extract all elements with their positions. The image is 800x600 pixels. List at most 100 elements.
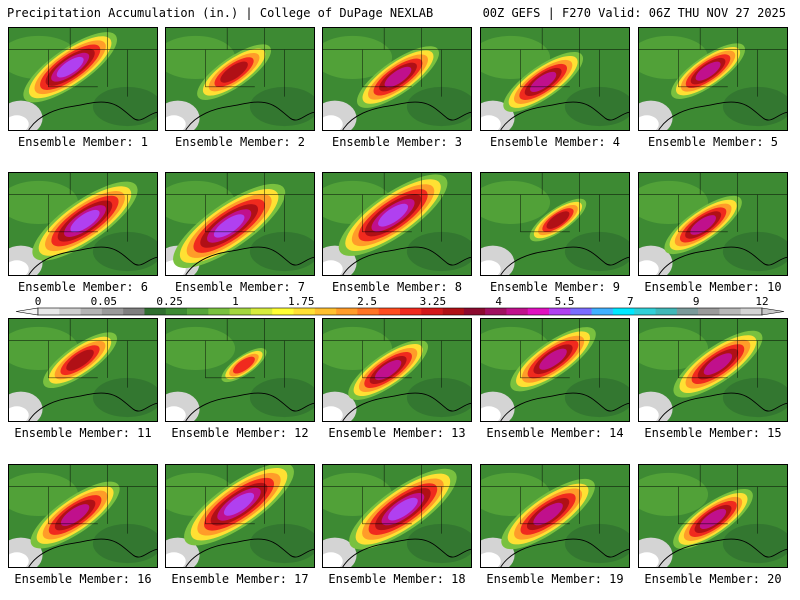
light-precip-area: [481, 180, 551, 224]
colorbar-swatch: [80, 308, 103, 315]
colorbar-tick-label: 4: [495, 296, 502, 308]
colorbar-swatch: [378, 308, 401, 315]
colorbar-swatch: [187, 308, 209, 315]
ensemble-member-label: Ensemble Member: 8: [331, 280, 463, 294]
dark-green-area: [249, 377, 314, 418]
colorbar-tick-label: 12: [755, 296, 768, 308]
ensemble-member-label: Ensemble Member: 2: [174, 135, 306, 149]
colorbar-tick-label: 5.5: [555, 296, 575, 308]
light-precip-area: [166, 326, 236, 370]
ensemble-member-map: [8, 464, 158, 568]
ensemble-member-map: [638, 464, 788, 568]
colorbar-swatch: [123, 308, 145, 315]
gulf-coastline: [342, 392, 471, 421]
gulf-coastline: [500, 538, 629, 567]
state-borders: [166, 28, 314, 97]
precipitation-map: [481, 28, 629, 130]
colorbar-swatch: [612, 308, 635, 315]
colorbar-swatch: [250, 308, 273, 315]
colorbar-swatch: [655, 308, 678, 315]
gulf-coastline: [28, 392, 157, 421]
ensemble-member-label: Ensemble Member: 6: [17, 280, 149, 294]
dark-green-area: [249, 231, 314, 272]
dark-green-area: [92, 231, 157, 272]
precipitation-map: [9, 28, 157, 130]
state-borders: [323, 173, 471, 242]
colorbar-swatch: [272, 308, 294, 315]
ensemble-member-label: Ensemble Member: 15: [644, 426, 782, 440]
dry-area-core: [166, 406, 186, 421]
precip-contour: [384, 66, 412, 88]
ensemble-member-map: [8, 172, 158, 276]
state-borders: [323, 28, 471, 97]
ensemble-member-map: [8, 318, 158, 422]
light-precip-area: [639, 472, 709, 516]
state-borders: [481, 28, 629, 97]
colorbar-tick-label: 1.75: [288, 296, 315, 308]
precip-contour: [378, 203, 409, 227]
light-precip-area: [323, 326, 393, 370]
ensemble-member-label: Ensemble Member: 12: [171, 426, 309, 440]
colorbar-swatch: [591, 308, 614, 315]
precip-contour: [60, 504, 90, 526]
dark-green-area: [406, 377, 471, 418]
gulf-coastline: [342, 538, 471, 567]
precipitation-map: [481, 319, 629, 421]
precip-contour: [374, 359, 402, 381]
precipitation-map: [166, 173, 314, 275]
ensemble-member-label: Ensemble Member: 5: [647, 135, 779, 149]
colorbar-tick-label: 3.25: [420, 296, 447, 308]
gulf-coastline: [500, 101, 629, 130]
colorbar-tick-label: 9: [693, 296, 700, 308]
precipitation-map: [639, 173, 787, 275]
colorbar-right-arrow: [761, 307, 785, 316]
precipitation-map: [166, 319, 314, 421]
ensemble-member-map: [638, 172, 788, 276]
light-precip-area: [481, 35, 551, 79]
chart-header-left: Precipitation Accumulation (in.) | Colle…: [7, 6, 434, 20]
ensemble-member-map: [322, 27, 472, 131]
colorbar-swatch: [208, 308, 230, 315]
gulf-coastline: [500, 246, 629, 275]
dark-green-area: [722, 377, 787, 418]
ensemble-member-label: Ensemble Member: 18: [328, 572, 466, 586]
precip-contour: [533, 502, 563, 526]
dry-area-core: [166, 115, 186, 130]
precipitation-map: [323, 173, 471, 275]
colorbar-swatch: [676, 308, 699, 315]
colorbar-swatch: [314, 308, 337, 315]
dry-area-core: [9, 406, 29, 421]
light-precip-area: [639, 326, 709, 370]
ensemble-member-label: Ensemble Member: 7: [174, 280, 306, 294]
dry-area-core: [639, 552, 659, 567]
ensemble-member-map: [8, 27, 158, 131]
precip-contour: [690, 215, 717, 235]
dark-green-area: [564, 231, 629, 272]
light-precip-area: [323, 35, 393, 79]
colorbar-swatch: [740, 308, 763, 315]
precipitation-map: [481, 173, 629, 275]
gulf-coastline: [185, 392, 314, 421]
ensemble-member-label: Ensemble Member: 1: [17, 135, 149, 149]
state-borders: [323, 319, 471, 388]
ensemble-member-label: Ensemble Member: 17: [171, 572, 309, 586]
dark-green-area: [722, 523, 787, 564]
state-borders: [166, 465, 314, 534]
precipitation-map: [166, 465, 314, 567]
dry-area-core: [323, 406, 343, 421]
precipitation-map: [166, 28, 314, 130]
gulf-coastline: [658, 246, 787, 275]
colorbar-swatch: [549, 308, 571, 315]
ensemble-member-map: [165, 27, 315, 131]
colorbar-swatch: [229, 308, 252, 315]
dark-green-area: [722, 231, 787, 272]
dry-area-core: [481, 115, 501, 130]
gulf-coastline: [185, 246, 314, 275]
precip-contour: [546, 211, 570, 229]
gulf-coastline: [342, 246, 471, 275]
dark-green-area: [92, 377, 157, 418]
precipitation-map: [9, 173, 157, 275]
colorbar-swatch: [506, 308, 529, 315]
colorbar-swatch: [463, 308, 486, 315]
colorbar-swatch: [634, 308, 656, 315]
